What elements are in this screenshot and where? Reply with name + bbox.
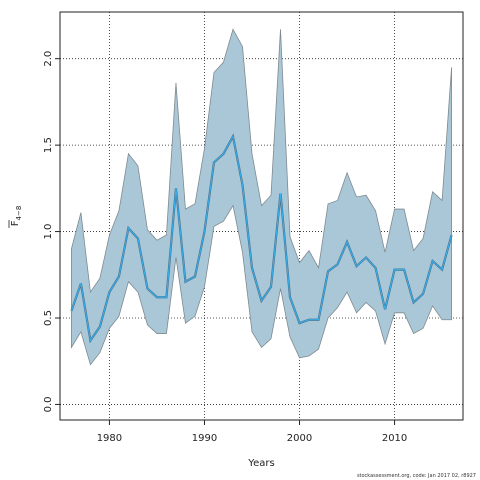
x-axis-title: Years	[247, 458, 274, 469]
y-axis-title-sub: 4−8	[15, 206, 23, 221]
y-tick-label-2: 2.0	[43, 51, 54, 67]
estimate-line	[70, 135, 453, 342]
y-tick-label-0: 0.0	[43, 396, 54, 412]
y-axis: 0.0 0.5 1.0 1.5 2.0	[43, 51, 60, 412]
x-tick-label-1990: 1990	[192, 433, 217, 444]
svg-text:F4−8: F4−8	[10, 206, 23, 227]
confidence-band	[71, 28, 452, 366]
x-tick-label-2000: 2000	[287, 433, 312, 444]
x-tick-label-2010: 2010	[382, 433, 407, 444]
x-axis: 1980 1990 2000 2010	[97, 420, 407, 444]
footer-credit: stockassessment.org, code: Jan 2017 02, …	[356, 473, 476, 479]
y-tick-label-1.5: 1.5	[43, 137, 54, 153]
plot-frame	[59, 11, 464, 421]
x-tick-label-1980: 1980	[97, 433, 122, 444]
y-tick-label-0.5: 0.5	[43, 310, 54, 326]
y-tick-label-1: 1.0	[43, 224, 54, 240]
y-axis-title-main: F	[10, 220, 21, 226]
y-axis-title: F4−8	[8, 206, 23, 228]
